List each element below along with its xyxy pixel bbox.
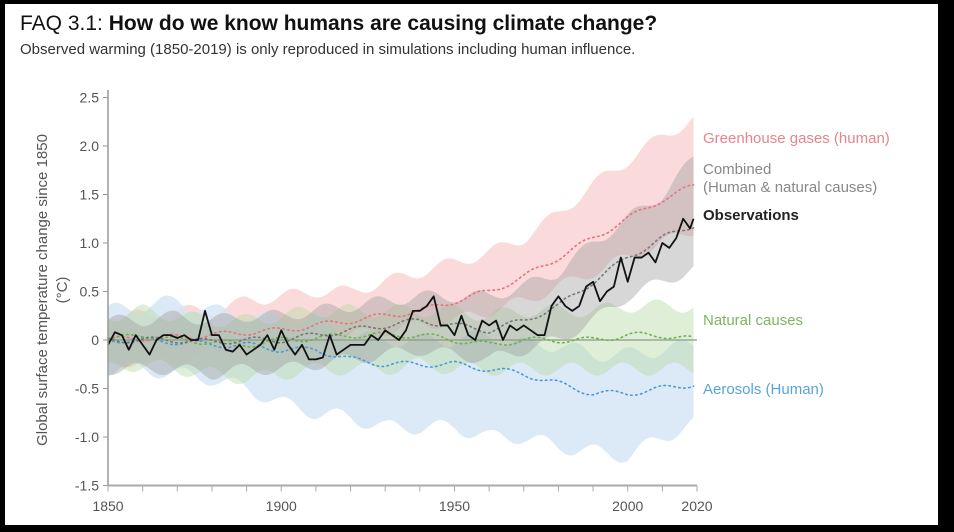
title-prefix: FAQ 3.1: — [20, 12, 103, 35]
legend-natural-causes: Natural causes — [703, 312, 803, 329]
median-natural-causes — [107, 331, 695, 348]
y-tick-label: 0 — [91, 332, 99, 348]
legend: Greenhouse gases (human) Combined (Human… — [703, 130, 890, 398]
axes: 2.5 2.0 1.5 1.0 0.5 0 -0.5 -1.0 -1.5 1850 1900 1950… — [75, 90, 713, 515]
y-tick-label: -0.5 — [75, 381, 99, 397]
y-tick-label: 1.5 — [80, 187, 100, 203]
legend-observations: Observations — [703, 207, 799, 224]
median-greenhouse-gases-human — [107, 183, 695, 342]
y-tick-label: 0.5 — [80, 284, 100, 300]
median-aerosols-human — [107, 336, 695, 397]
median-lines — [107, 183, 695, 397]
legend-combined-subtitle: (Human & natural causes) — [703, 179, 877, 196]
y-tick-label: 2.5 — [80, 90, 100, 106]
median-combined — [107, 227, 695, 345]
legend-combined: Combined — [703, 161, 771, 178]
x-tick-label: 1900 — [266, 498, 297, 514]
uncertainty-bands — [108, 116, 694, 463]
x-tick-label: 1950 — [439, 498, 470, 514]
y-tick-label: -1.5 — [75, 478, 99, 494]
legend-greenhouse-gases: Greenhouse gases (human) — [703, 130, 890, 147]
chart-title: FAQ 3.1: How do we know humans are causi… — [20, 12, 657, 35]
observations-series — [107, 217, 695, 361]
title-main: How do we know humans are causing climat… — [109, 12, 657, 35]
x-tick-label: 2020 — [681, 498, 712, 514]
x-tick-label: 1850 — [92, 498, 123, 514]
y-axis-unit: (°C) — [54, 277, 71, 304]
y-tick-label: 1.0 — [80, 235, 100, 251]
y-axis-label: Global surface temperature change since … — [34, 134, 71, 446]
y-axis-title: Global surface temperature change since … — [34, 134, 51, 446]
band-greenhouse-gases-human — [108, 116, 694, 368]
y-tick-label: 2.0 — [80, 138, 100, 154]
chart-subtitle: Observed warming (1850-2019) is only rep… — [20, 41, 635, 58]
x-tick-label: 2000 — [612, 498, 643, 514]
observations-line — [107, 217, 695, 361]
y-tick-label: -1.0 — [75, 429, 99, 445]
legend-aerosols: Aerosols (Human) — [703, 381, 824, 398]
